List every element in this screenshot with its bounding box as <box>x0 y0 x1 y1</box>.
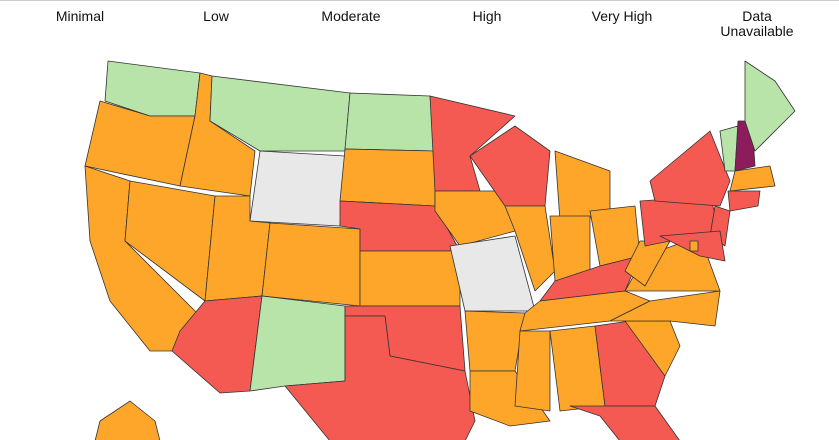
state-region[interactable] <box>209 75 351 152</box>
legend-label[interactable]: Minimal <box>55 8 105 24</box>
legend-label[interactable]: Moderate <box>321 8 381 24</box>
state-region[interactable] <box>469 125 551 207</box>
state-region[interactable] <box>649 130 731 207</box>
state-region[interactable] <box>359 250 461 307</box>
legend-label[interactable]: Data Unavailable <box>720 8 794 39</box>
state-region[interactable] <box>284 315 476 440</box>
state-region[interactable] <box>594 320 666 407</box>
state-region[interactable] <box>504 205 556 292</box>
state-region[interactable] <box>94 400 161 440</box>
state-region[interactable] <box>689 240 699 252</box>
legend-label[interactable]: Very High <box>591 8 653 24</box>
state-region[interactable] <box>249 150 346 227</box>
state-region[interactable] <box>729 165 776 192</box>
state-region[interactable] <box>469 370 551 427</box>
state-region[interactable] <box>249 295 346 392</box>
state-region[interactable] <box>727 190 761 212</box>
state-region[interactable] <box>339 148 436 207</box>
state-region[interactable] <box>344 92 436 152</box>
legend-label[interactable]: High <box>472 8 502 24</box>
state-region[interactable] <box>609 290 721 327</box>
state-region[interactable] <box>514 330 551 412</box>
legend-label[interactable]: Low <box>203 8 229 24</box>
state-region[interactable] <box>569 405 680 440</box>
state-region[interactable] <box>261 222 361 307</box>
state-region[interactable] <box>464 310 526 372</box>
state-region[interactable] <box>429 95 516 192</box>
state-region[interactable] <box>434 190 516 247</box>
state-region[interactable] <box>744 60 796 152</box>
